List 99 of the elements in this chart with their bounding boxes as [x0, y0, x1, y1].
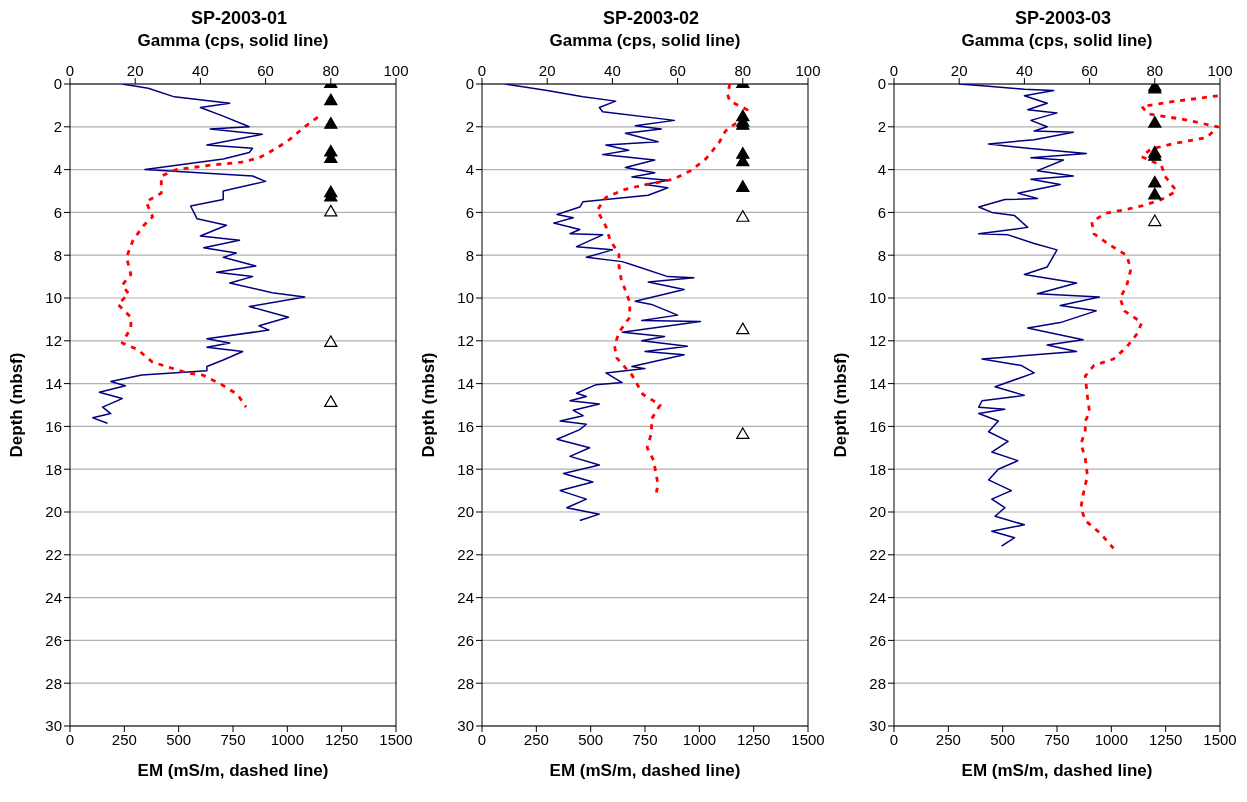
x-tick-label: 1250 — [1148, 730, 1183, 748]
x2-tick-label: 100 — [1207, 62, 1233, 79]
y-tick-label: 6 — [877, 203, 886, 221]
y-tick-label: 14 — [869, 374, 886, 392]
y-tick-label: 26 — [869, 631, 886, 649]
y-tick-label: 2 — [53, 118, 62, 136]
y-tick-label: 10 — [457, 289, 474, 307]
x2-tick-label: 60 — [1081, 62, 1098, 79]
y-tick-label: 0 — [877, 75, 886, 93]
y-tick-label: 4 — [465, 160, 474, 178]
y-tick-label: 20 — [869, 503, 886, 521]
y-axis-title: Depth (mbsf) — [831, 352, 851, 458]
x2-axis-title: Gamma (cps, solid line) — [549, 31, 741, 51]
x2-axis-title: Gamma (cps, solid line) — [137, 31, 329, 51]
y-tick-label: 14 — [457, 374, 474, 392]
x2-axis-title: Gamma (cps, solid line) — [961, 31, 1153, 51]
y-tick-label: 18 — [869, 460, 886, 478]
y-tick-label: 4 — [877, 160, 886, 178]
x-tick-label: 250 — [111, 730, 137, 748]
y-tick-label: 20 — [457, 503, 474, 521]
x-tick-label: 250 — [523, 730, 549, 748]
y-tick-label: 28 — [457, 674, 474, 692]
x2-tick-label: 0 — [65, 62, 75, 79]
y-tick-label: 20 — [45, 503, 62, 521]
y-tick-label: 2 — [877, 118, 886, 136]
x-tick-label: 750 — [1044, 730, 1070, 748]
x-axis-title: EM (mS/m, dashed line) — [137, 761, 329, 780]
x-tick-label: 500 — [578, 730, 604, 748]
y-tick-label: 12 — [457, 332, 474, 350]
y-tick-label: 10 — [869, 289, 886, 307]
x2-tick-label: 60 — [257, 62, 274, 79]
y-tick-label: 12 — [45, 332, 62, 350]
y-tick-label: 8 — [53, 246, 62, 264]
x2-tick-label: 80 — [322, 62, 340, 79]
y-axis-title: Depth (mbsf) — [7, 352, 27, 458]
y-tick-label: 26 — [457, 631, 474, 649]
y-tick-label: 0 — [53, 75, 62, 93]
y-tick-label: 30 — [869, 717, 886, 735]
x-tick-label: 500 — [166, 730, 192, 748]
x2-tick-label: 60 — [669, 62, 686, 79]
y-tick-label: 10 — [45, 289, 62, 307]
chart-title: SP-2003-01 — [189, 8, 289, 30]
y-tick-label: 4 — [53, 160, 62, 178]
x2-tick-label: 20 — [126, 62, 144, 79]
y-tick-label: 22 — [457, 546, 474, 564]
x2-tick-label: 20 — [538, 62, 556, 79]
x2-tick-label: 100 — [795, 62, 821, 79]
chart-title: SP-2003-03 — [1013, 8, 1113, 30]
y-tick-label: 28 — [869, 674, 886, 692]
y-tick-label: 30 — [45, 717, 62, 735]
x2-tick-label: 100 — [383, 62, 409, 79]
y-tick-label: 8 — [877, 246, 886, 264]
x-tick-label: 1500 — [379, 730, 413, 748]
y-tick-label: 16 — [45, 417, 62, 435]
x-tick-label: 1500 — [791, 730, 825, 748]
y-tick-label: 8 — [465, 246, 474, 264]
y-tick-label: 22 — [869, 546, 886, 564]
x-tick-label: 250 — [935, 730, 961, 748]
x-tick-label: 0 — [65, 730, 75, 748]
x-axis-title: EM (mS/m, dashed line) — [549, 761, 741, 780]
y-tick-label: 26 — [45, 631, 62, 649]
y-tick-label: 16 — [457, 417, 474, 435]
x-tick-label: 0 — [889, 730, 899, 748]
x2-tick-label: 0 — [889, 62, 899, 79]
x2-tick-label: 0 — [477, 62, 487, 79]
y-tick-label: 24 — [45, 588, 62, 606]
y-tick-label: 22 — [45, 546, 62, 564]
y-tick-label: 24 — [457, 588, 474, 606]
y-tick-label: 18 — [457, 460, 474, 478]
x2-tick-label: 80 — [734, 62, 752, 79]
x2-tick-label: 20 — [950, 62, 968, 79]
x-tick-label: 1250 — [324, 730, 359, 748]
y-axis-title: Depth (mbsf) — [419, 352, 439, 458]
x-tick-label: 750 — [632, 730, 658, 748]
y-tick-label: 18 — [45, 460, 62, 478]
y-tick-label: 2 — [465, 118, 474, 136]
x-tick-label: 500 — [990, 730, 1016, 748]
x-axis-title: EM (mS/m, dashed line) — [961, 761, 1153, 780]
x2-tick-label: 40 — [604, 62, 621, 79]
y-tick-label: 0 — [465, 75, 474, 93]
x2-tick-label: 80 — [1146, 62, 1164, 79]
x-tick-label: 1000 — [682, 730, 717, 748]
x-tick-label: 1500 — [1203, 730, 1237, 748]
y-tick-label: 12 — [869, 332, 886, 350]
y-tick-label: 30 — [457, 717, 474, 735]
y-tick-label: 28 — [45, 674, 62, 692]
x-tick-label: 750 — [220, 730, 246, 748]
x2-tick-label: 40 — [1016, 62, 1033, 79]
y-tick-label: 14 — [45, 374, 62, 392]
y-tick-label: 16 — [869, 417, 886, 435]
x-tick-label: 0 — [477, 730, 487, 748]
x-tick-label: 1250 — [736, 730, 771, 748]
x-tick-label: 1000 — [270, 730, 305, 748]
x-tick-label: 1000 — [1094, 730, 1129, 748]
y-tick-label: 6 — [465, 203, 474, 221]
y-tick-label: 6 — [53, 203, 62, 221]
y-tick-label: 24 — [869, 588, 886, 606]
chart-title: SP-2003-02 — [601, 8, 701, 30]
x2-tick-label: 40 — [192, 62, 209, 79]
